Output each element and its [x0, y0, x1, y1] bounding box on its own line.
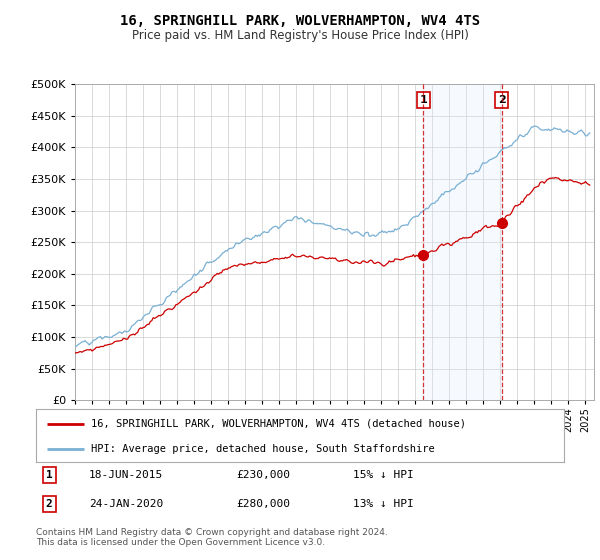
Text: HPI: Average price, detached house, South Staffordshire: HPI: Average price, detached house, Sout… — [91, 444, 435, 454]
Text: 24-JAN-2020: 24-JAN-2020 — [89, 500, 163, 509]
Text: 1: 1 — [419, 95, 427, 105]
Text: Price paid vs. HM Land Registry's House Price Index (HPI): Price paid vs. HM Land Registry's House … — [131, 29, 469, 42]
Text: 13% ↓ HPI: 13% ↓ HPI — [353, 500, 413, 509]
Text: £230,000: £230,000 — [236, 470, 290, 480]
Text: £280,000: £280,000 — [236, 500, 290, 509]
Text: 16, SPRINGHILL PARK, WOLVERHAMPTON, WV4 4TS: 16, SPRINGHILL PARK, WOLVERHAMPTON, WV4 … — [120, 14, 480, 28]
Text: Contains HM Land Registry data © Crown copyright and database right 2024.
This d: Contains HM Land Registry data © Crown c… — [36, 528, 388, 547]
Text: 15% ↓ HPI: 15% ↓ HPI — [353, 470, 413, 480]
Bar — [423, 84, 502, 400]
Text: 18-JUN-2015: 18-JUN-2015 — [89, 470, 163, 480]
Text: 16, SPRINGHILL PARK, WOLVERHAMPTON, WV4 4TS (detached house): 16, SPRINGHILL PARK, WOLVERHAMPTON, WV4 … — [91, 419, 466, 429]
Text: 2: 2 — [498, 95, 505, 105]
Text: 1: 1 — [46, 470, 53, 480]
Text: 2: 2 — [46, 500, 53, 509]
